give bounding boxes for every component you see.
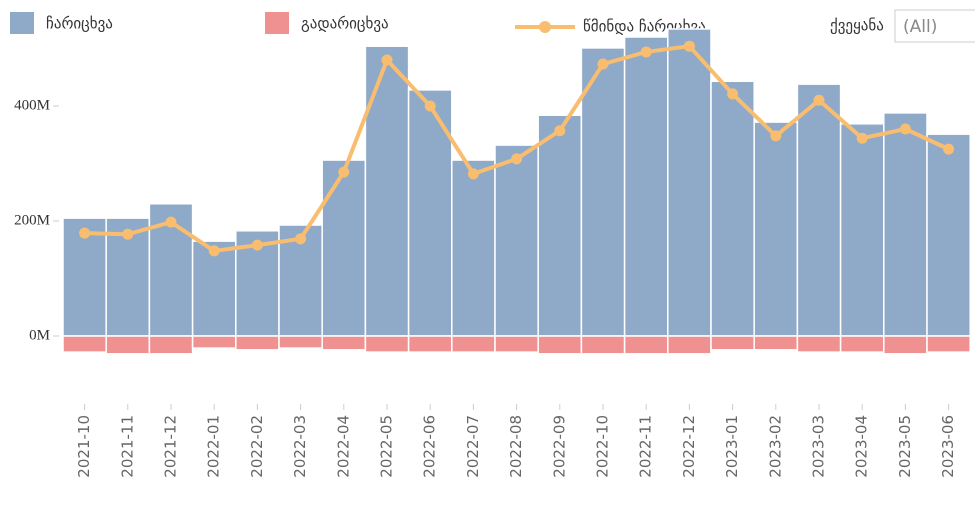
x-tick-label: 2021-10 [75, 415, 93, 478]
x-tick-label: 2021-12 [162, 415, 180, 478]
x-tick-label: 2022-05 [378, 415, 396, 478]
line-dot [727, 88, 739, 100]
x-tick-label: 2022-12 [680, 415, 698, 478]
line-dot [467, 168, 479, 180]
bar [537, 335, 583, 355]
y-tick-label: 0M [29, 327, 50, 343]
bar [623, 36, 669, 337]
bar [321, 159, 367, 337]
bar [364, 335, 410, 353]
line-dot [338, 166, 350, 178]
bar [235, 335, 280, 351]
x-tick-label: 2022-06 [421, 415, 439, 478]
line-dot [381, 54, 393, 66]
line-dot [208, 245, 220, 257]
bar [883, 335, 928, 355]
legend-swatch [265, 12, 289, 34]
line-dot [770, 130, 782, 142]
bar [710, 80, 755, 337]
y-tick-label: 400M [14, 97, 50, 113]
legend-label: ჩარიცხვა [46, 15, 113, 33]
bar [580, 335, 626, 355]
line-dot [424, 100, 436, 112]
x-tick-label: 2022-01 [205, 415, 223, 478]
line-dot [856, 132, 868, 144]
line-dot [251, 239, 263, 251]
y-tick-label: 200M [14, 212, 50, 228]
x-tick-label: 2022-11 [637, 415, 655, 478]
x-tick-label: 2023-04 [853, 415, 871, 478]
bar [148, 335, 194, 355]
line-dot [295, 233, 307, 245]
legend-label: გადარიცხვა [301, 15, 389, 33]
bar [321, 335, 367, 351]
x-tick-label: 2022-04 [334, 415, 352, 478]
x-tick-label: 2023-01 [723, 415, 741, 478]
bar [839, 123, 885, 337]
bar [494, 335, 539, 353]
bar [926, 335, 971, 353]
x-tick-label: 2022-02 [248, 415, 266, 478]
bar [796, 83, 842, 337]
x-tick-label: 2023-05 [896, 415, 914, 478]
x-tick-label: 2022-08 [507, 415, 525, 478]
line-dot [122, 228, 134, 240]
line-dot [597, 58, 609, 70]
line-dot [511, 153, 523, 165]
filter-value[interactable]: (All) [903, 17, 937, 37]
bar [105, 335, 151, 355]
line-dot [943, 143, 955, 155]
x-tick-label: 2023-02 [766, 415, 784, 478]
x-tick-label: 2022-03 [291, 415, 309, 478]
line-dot [554, 125, 566, 137]
x-tick-label: 2023-06 [939, 415, 957, 478]
bar [278, 335, 323, 349]
bar [753, 335, 799, 351]
x-tick-label: 2023-03 [810, 415, 828, 478]
legend-swatch [10, 12, 34, 34]
bar [191, 240, 237, 337]
bar [883, 112, 928, 337]
bar [667, 28, 712, 337]
bar [451, 159, 496, 337]
bar [710, 335, 755, 351]
filter-box[interactable] [894, 9, 975, 43]
x-tick-label: 2022-09 [550, 415, 568, 478]
filter-label: ქვეყანა [830, 17, 884, 35]
bar [839, 335, 885, 353]
line-dot [683, 40, 695, 52]
bar [537, 114, 583, 337]
bar [580, 47, 626, 337]
bar [926, 133, 971, 337]
legend-dot [539, 21, 551, 33]
line-dot [640, 46, 652, 58]
bar [667, 335, 712, 355]
x-tick-label: 2022-10 [594, 415, 612, 478]
line-dot [813, 94, 825, 106]
bar [451, 335, 496, 353]
bar [623, 335, 669, 355]
line-dot [165, 216, 177, 228]
bar [407, 335, 453, 353]
x-tick-label: 2021-11 [118, 415, 136, 478]
line-dot [79, 227, 91, 239]
x-tick-label: 2022-07 [464, 415, 482, 478]
bar [364, 45, 410, 337]
bar [62, 335, 107, 353]
bar [494, 144, 539, 337]
bar [796, 335, 842, 353]
bar [191, 335, 237, 349]
bar [753, 121, 799, 337]
line-dot [899, 123, 911, 135]
